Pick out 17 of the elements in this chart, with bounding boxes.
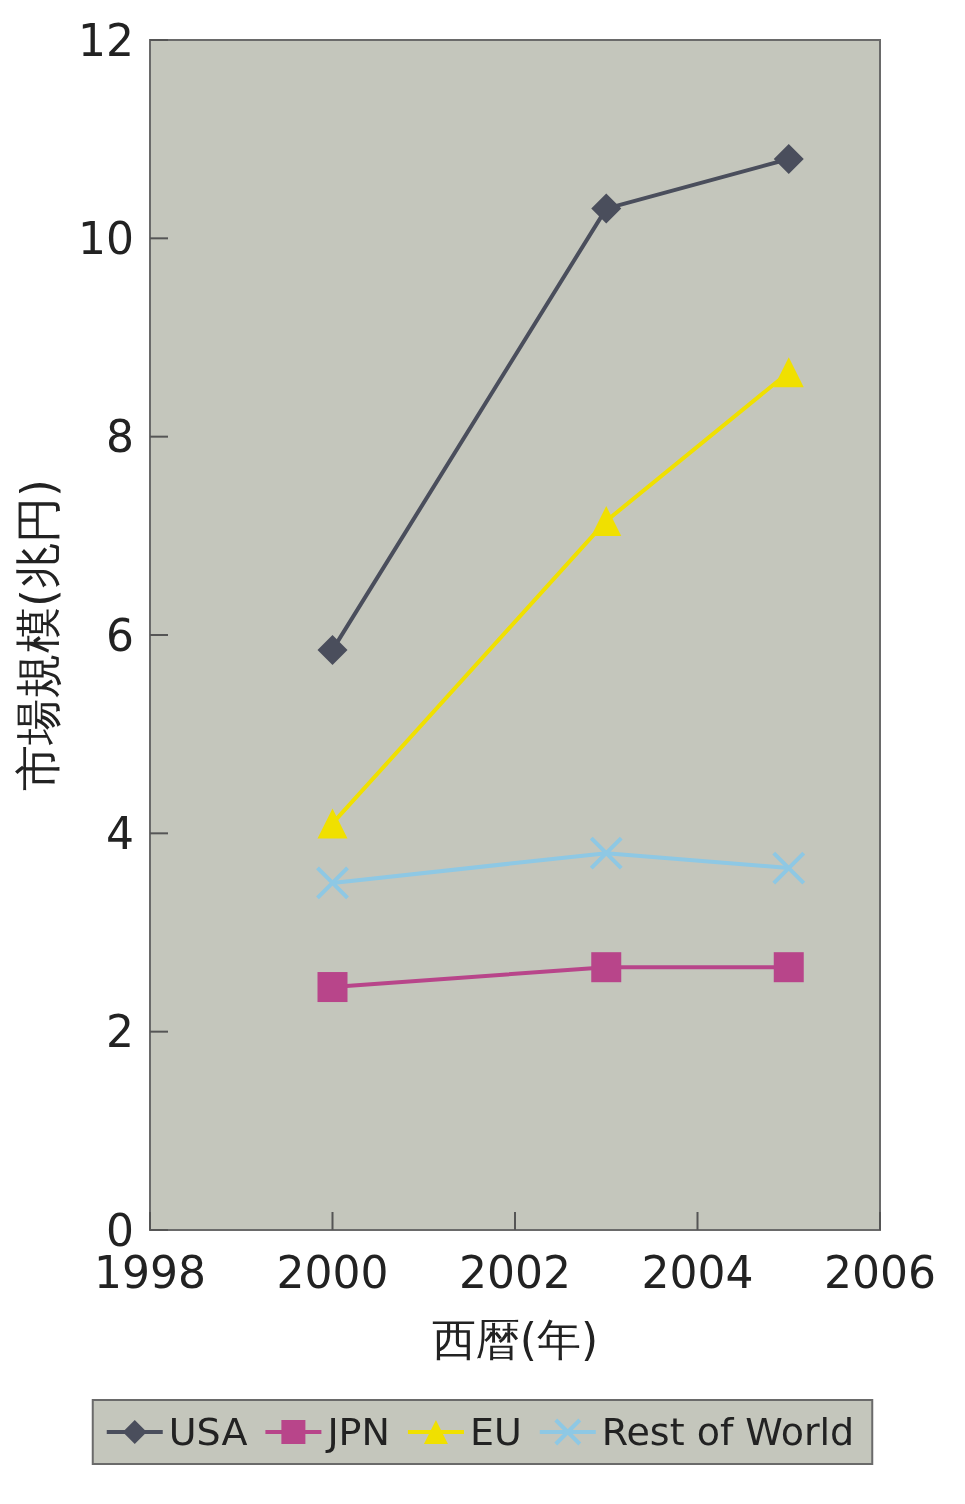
x-tick-label: 2000	[276, 1247, 389, 1298]
x-tick-label: 2002	[459, 1247, 571, 1298]
y-tick-label: 6	[106, 609, 134, 661]
y-tick-label: 12	[78, 14, 134, 66]
legend-label: Rest of World	[601, 1410, 855, 1454]
x-tick-label: 1998	[94, 1247, 206, 1298]
y-axis-title: 市場規模(兆円)	[11, 479, 65, 791]
legend-label: JPN	[325, 1410, 390, 1454]
y-tick-label: 4	[106, 807, 134, 859]
legend-label: EU	[469, 1410, 522, 1454]
y-tick-label: 8	[106, 411, 134, 463]
x-tick-label: 2004	[641, 1247, 754, 1298]
legend-label: USA	[168, 1410, 248, 1454]
x-tick-label: 2006	[824, 1247, 936, 1298]
y-tick-label: 10	[78, 212, 134, 264]
x-axis-title: 西暦(年)	[431, 1314, 599, 1365]
y-tick-label: 2	[106, 1006, 134, 1058]
